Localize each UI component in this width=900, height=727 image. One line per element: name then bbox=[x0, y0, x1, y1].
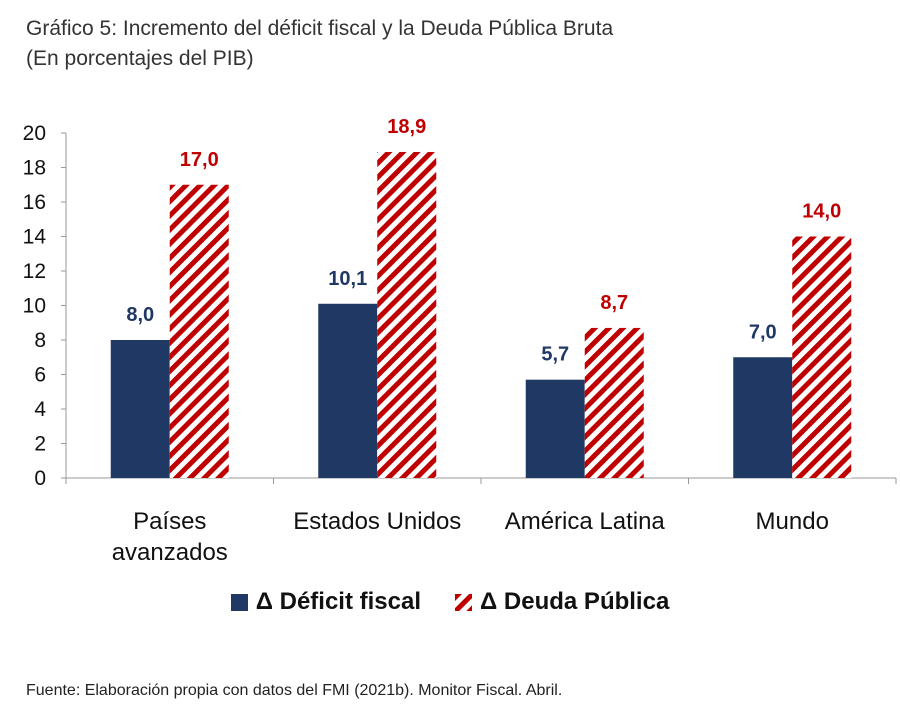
bar-deuda-publica bbox=[169, 184, 229, 478]
y-tick-label: 6 bbox=[34, 364, 46, 387]
source-note: Fuente: Elaboración propia con datos del… bbox=[26, 682, 563, 699]
legend-item-deficit: Δ Déficit fiscal bbox=[230, 588, 421, 616]
y-tick-label: 4 bbox=[34, 398, 46, 421]
y-tick-label: 10 bbox=[23, 295, 46, 318]
data-label-deuda: 14,0 bbox=[802, 201, 841, 223]
data-label-deficit: 10,1 bbox=[328, 268, 367, 290]
data-label-deficit: 8,0 bbox=[126, 304, 154, 326]
data-label-deuda: 17,0 bbox=[180, 149, 219, 171]
legend-swatch-deficit bbox=[230, 593, 248, 611]
x-tick-label: Países avanzados bbox=[112, 508, 228, 566]
bar-chart: 0 2 4 6 8 10 12 14 16 18 20 Países avanzados Estados … bbox=[23, 116, 897, 566]
legend-swatch-deuda bbox=[455, 593, 472, 611]
legend: Δ Déficit fiscal Δ Deuda Pública bbox=[0, 588, 900, 616]
y-tick-label: 20 bbox=[23, 122, 46, 145]
y-tick-label: 12 bbox=[23, 260, 46, 283]
y-tick-label: 0 bbox=[34, 467, 46, 490]
x-tick-label: Estados Unidos bbox=[293, 508, 461, 535]
y-tick-label: 14 bbox=[23, 226, 47, 249]
legend-item-deuda: Δ Deuda Pública bbox=[455, 588, 669, 616]
bar-deficit-fiscal bbox=[110, 340, 170, 478]
bar-deficit-fiscal bbox=[525, 379, 585, 478]
legend-label-deficit: Δ Déficit fiscal bbox=[255, 588, 421, 615]
y-tick-label: 8 bbox=[34, 329, 46, 352]
data-label-deficit: 7,0 bbox=[749, 321, 777, 343]
y-tick-label: 16 bbox=[23, 191, 46, 214]
bar-deficit-fiscal bbox=[733, 357, 793, 478]
y-tick-label: 18 bbox=[23, 157, 46, 180]
chart-title: Gráfico 5: Incremento del déficit fiscal… bbox=[26, 17, 614, 40]
bar-deuda-publica bbox=[584, 327, 644, 478]
bar-deficit-fiscal bbox=[318, 303, 378, 478]
legend-label-deuda: Δ Deuda Pública bbox=[480, 588, 670, 615]
data-label-deficit: 5,7 bbox=[541, 344, 569, 366]
x-tick-label: Mundo bbox=[756, 508, 829, 535]
chart-subtitle: (En porcentajes del PIB) bbox=[26, 47, 254, 70]
data-label-deuda: 18,9 bbox=[387, 116, 426, 138]
data-label-deuda: 8,7 bbox=[600, 292, 628, 314]
bar-deuda-publica bbox=[792, 236, 852, 478]
bar-deuda-publica bbox=[377, 151, 437, 478]
y-tick-label: 2 bbox=[34, 433, 46, 456]
x-tick-label: América Latina bbox=[505, 508, 666, 535]
